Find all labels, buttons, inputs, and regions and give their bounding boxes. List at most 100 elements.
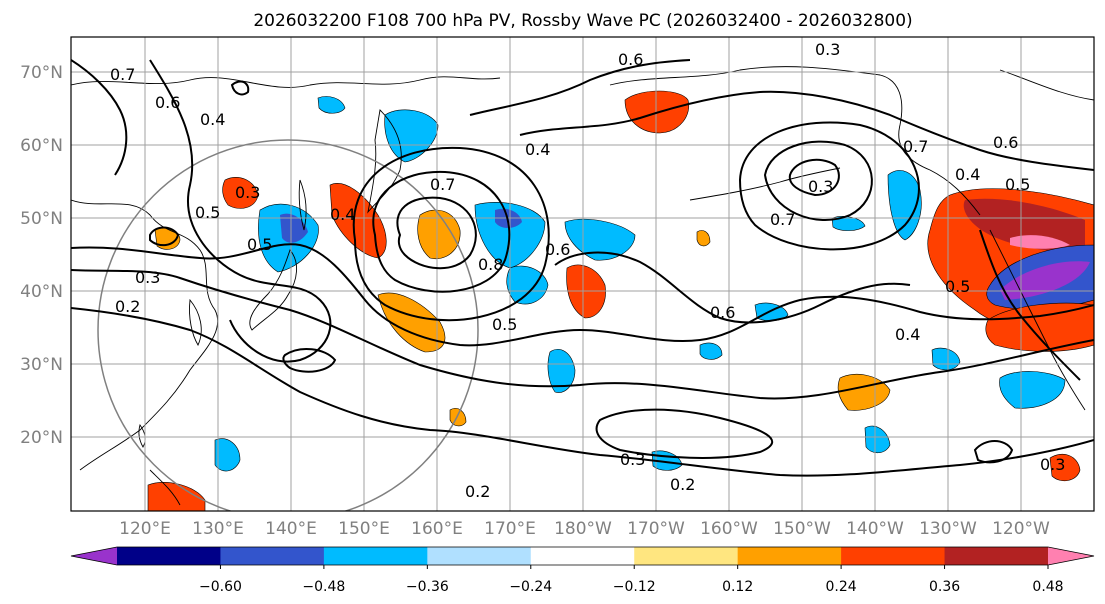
contour-label: 0.6 <box>545 240 570 259</box>
contour-east-pac-trough <box>979 229 1081 381</box>
contour-west-trough <box>149 59 332 363</box>
colorbar-tick-label: 0.48 <box>1032 579 1063 595</box>
contour-gulf-low-mid <box>763 140 873 221</box>
contour-label: 0.2 <box>115 297 140 316</box>
coast-japan <box>249 249 297 331</box>
contour-small-ring-nw <box>230 80 250 96</box>
coast-philippines <box>149 469 181 506</box>
coast-asia-east <box>71 199 219 471</box>
contour-label: 0.7 <box>430 175 455 194</box>
contour-manchuria-ring <box>149 226 180 247</box>
shade-positive-45n-162w <box>696 230 711 247</box>
contour-label: 0.5 <box>945 277 970 296</box>
latitude-labels: 70°N 60°N 50°N 40°N 30°N 20°N <box>20 63 63 448</box>
longitude-labels: 120°E 130°E 140°E 150°E 160°E 170°E 180°… <box>119 519 1050 539</box>
contour-03-band <box>71 269 1094 400</box>
shade-pink-core <box>1010 235 1070 249</box>
contour-cutoff-low-inner <box>396 196 477 270</box>
contour-label: 0.2 <box>670 475 695 494</box>
coast-alaska <box>609 66 981 216</box>
colorbar-extend-min <box>71 547 117 565</box>
shade-negative-40n-180 <box>506 265 549 305</box>
contour-gulf-low-inner <box>788 158 840 197</box>
shade-positive-philippines <box>147 482 206 511</box>
contour-cutoff-low-outer <box>352 146 550 322</box>
colorbar-segment <box>737 547 842 565</box>
contour-cutoff-low-mid <box>372 170 511 293</box>
colorbar-segment <box>220 547 325 565</box>
colorbar-segment <box>841 547 946 565</box>
contour-label: 0.4 <box>895 325 920 344</box>
contour-label: 0.4 <box>955 165 980 184</box>
contour-label: 0.3 <box>815 40 840 59</box>
lon-label: 140°E <box>265 519 317 539</box>
lon-label: 150°E <box>338 519 390 539</box>
lat-label-50n: 50°N <box>20 209 63 229</box>
shade-negative-core <box>1000 261 1090 300</box>
contour-label: 0.3 <box>1040 455 1065 474</box>
contour-label: 0.6 <box>155 93 180 112</box>
shade-negative-south-china <box>214 438 241 472</box>
coastlines <box>71 66 1094 506</box>
lon-label: 120°E <box>119 519 171 539</box>
shade-negative-japan-sea-core <box>280 213 308 243</box>
contour-label-group: 0.7 0.6 0.5 0.4 0.3 0.2 0.8 0.6 0.5 0.4 … <box>110 40 1065 501</box>
contour-label: 0.3 <box>808 177 833 196</box>
graticule <box>71 37 1094 511</box>
lat-label-70n: 70°N <box>20 63 63 83</box>
colorbar-segment <box>530 547 635 565</box>
shade-positive-nw-pacific <box>377 292 446 353</box>
lon-label: 130°W <box>919 519 977 539</box>
contour-gulf-low-outer <box>738 121 920 251</box>
colorbar-segment <box>427 547 532 565</box>
colorbar-segment <box>944 547 1049 565</box>
lat-label-60n: 60°N <box>20 136 63 156</box>
lon-label: 130°E <box>192 519 244 539</box>
colorbar-tick-label: −0.60 <box>199 579 242 595</box>
lon-label: 180°W <box>554 519 612 539</box>
contour-07-north <box>71 59 128 176</box>
coast-north-america <box>989 69 1094 411</box>
colorbar: −0.60 −0.48 −0.36 −0.24 −0.12 0.12 0.24 0.36 0.4… <box>70 546 1095 595</box>
shade-positive-30n-125w <box>985 302 1094 352</box>
lon-label: 170°W <box>627 519 685 539</box>
shade-positive-dark-gulf <box>963 198 1085 252</box>
contour-label: 0.3 <box>135 268 160 287</box>
contour-label: 0.6 <box>618 50 643 69</box>
lon-label: 150°W <box>773 519 831 539</box>
shade-negative-32n-160w <box>699 342 723 360</box>
colorbar-tick-label: −0.48 <box>302 579 345 595</box>
shade-negative-chukchi <box>384 109 439 163</box>
range-circle <box>97 139 479 511</box>
lon-label: 160°E <box>411 519 463 539</box>
colorbar-segment <box>634 547 739 565</box>
contour-label: 0.7 <box>903 137 928 156</box>
shade-negative-25n-130w <box>999 371 1066 409</box>
contour-06-band <box>554 251 911 324</box>
colorbar-outline <box>70 546 1095 566</box>
colorbar-tick-label: −0.24 <box>509 579 552 595</box>
pv-contours <box>71 59 1094 477</box>
shade-negative-arctic-siberia <box>317 96 346 114</box>
coast-asia-north <box>71 76 501 88</box>
contour-label: 0.5 <box>195 203 220 222</box>
shade-positive-15n-120w <box>1049 454 1081 482</box>
shade-positive-central-north <box>417 209 461 260</box>
colorbar-tick-label: 0.24 <box>826 579 857 595</box>
colorbar-tick-label: 0.36 <box>929 579 960 595</box>
contour-subtropical-ring <box>595 408 774 459</box>
contour-label: 0.3 <box>620 450 645 469</box>
contour-label: 0.7 <box>110 65 135 84</box>
shade-positive-siberia <box>222 176 259 209</box>
coast-taiwan <box>138 423 146 448</box>
contour-label: 0.4 <box>525 140 550 159</box>
contour-east-ring <box>973 440 1014 464</box>
contour-label: 0.5 <box>1005 175 1030 194</box>
contour-02-band <box>71 307 1094 477</box>
contour-label: 0.4 <box>330 205 355 224</box>
contour-05-band <box>71 243 1094 347</box>
contour-label: 0.4 <box>200 110 225 129</box>
colorbar-tick-label: −0.12 <box>613 579 656 595</box>
map-frame <box>70 36 1095 512</box>
